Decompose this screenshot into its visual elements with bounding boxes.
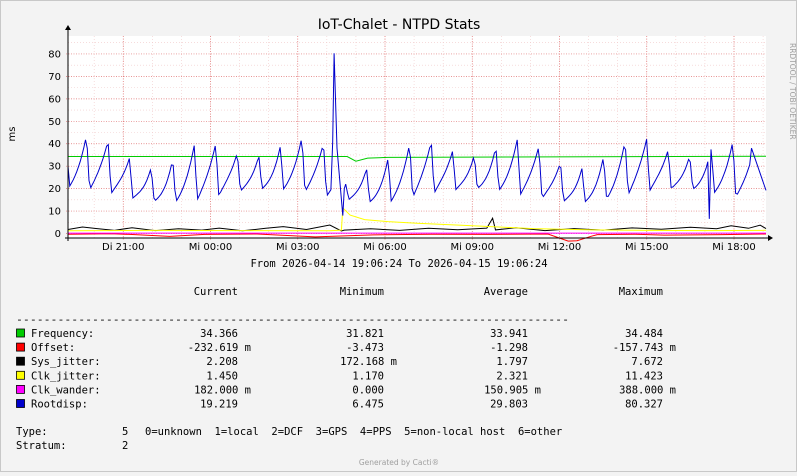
x-tick-label: Di 21:00 xyxy=(102,242,144,253)
legend-minimum-value: 0.000 xyxy=(352,384,384,396)
legend-swatch xyxy=(16,328,25,338)
legend-average-value: 2.321 xyxy=(496,370,528,382)
y-axis-label: ms xyxy=(7,127,18,142)
series-sys_jitter-line xyxy=(67,216,767,232)
x-axis-arrow xyxy=(768,235,773,241)
axes xyxy=(65,25,773,241)
legend-maximum-value: 34.484 xyxy=(625,328,663,340)
legend-swatch xyxy=(16,342,25,352)
x-tick-label: Mi 09:00 xyxy=(451,242,494,253)
legend-minimum-value: 1.170 xyxy=(352,370,384,382)
legend-name: Frequency: xyxy=(31,328,94,340)
legend-swatch xyxy=(16,356,25,366)
x-tick-label: Mi 06:00 xyxy=(363,242,406,253)
legend-maximum-value: 80.327 xyxy=(625,399,663,411)
x-tick-label: Mi 18:00 xyxy=(712,242,755,253)
y-axis-arrow xyxy=(65,25,71,30)
legend-current-value: 1.450 xyxy=(206,370,238,382)
legend-minimum-value: 31.821 xyxy=(346,328,384,340)
legend-name: Clk_jitter: xyxy=(31,370,101,382)
y-tick-label: 40 xyxy=(48,139,61,150)
legend-minimum-value: 6.475 xyxy=(352,399,384,411)
legend-swatch xyxy=(16,399,25,408)
x-tick-label: Mi 15:00 xyxy=(625,242,668,253)
legend-average-value: 33.941 xyxy=(490,328,528,340)
y-tick-label: 70 xyxy=(48,72,61,83)
y-tick-label: 80 xyxy=(48,49,61,60)
legend-maximum-value: 7.672 xyxy=(631,356,663,368)
legend-minimum-value: -3.473 xyxy=(346,342,384,354)
legend-separator: ----------------------------------------… xyxy=(16,314,569,326)
legend-average-value: 29.803 xyxy=(490,399,528,411)
type-label: Type: xyxy=(16,426,48,438)
legend-table: Frequency: 34.366 31.821 33.941 34.484 Offset… xyxy=(16,328,676,411)
legend-name: Clk_wander: xyxy=(31,384,101,396)
rrdtool-watermark: RRDTOOL / TOBI OETIKER xyxy=(788,43,796,140)
legend-maximum-value: 388.000 m xyxy=(619,384,676,396)
y-tick-label: 30 xyxy=(48,162,61,173)
y-tick-label: 60 xyxy=(48,94,61,105)
period-label: From 2026-04-14 19:06:24 To 2026-04-15 1… xyxy=(250,258,547,270)
x-tick-label: Mi 00:00 xyxy=(189,242,232,253)
legend-header-maximum: Maximum xyxy=(619,286,663,298)
stratum-value: 2 xyxy=(122,440,128,452)
x-tick-label: Mi 03:00 xyxy=(276,242,319,253)
y-tick-label: 50 xyxy=(48,117,61,128)
y-tick-labels: 0 10 20 30 40 50 60 70 80 xyxy=(48,49,61,240)
legend-current-value: 34.366 xyxy=(200,328,238,340)
legend-maximum-value: -157.743 m xyxy=(613,342,676,354)
y-tick-label: 10 xyxy=(48,207,61,218)
legend-name: Offset: xyxy=(31,342,75,354)
plot-area xyxy=(68,36,766,238)
legend-swatch xyxy=(16,384,25,394)
series-rootdisp-line xyxy=(67,53,767,219)
legend-average-value: 1.797 xyxy=(496,356,528,368)
legend-header-current: Current xyxy=(194,286,238,298)
series-lines xyxy=(67,53,767,242)
legend-header-average: Average xyxy=(484,286,528,298)
stratum-label: Stratum: xyxy=(16,440,67,452)
y-tick-label: 0 xyxy=(55,229,61,240)
legend-maximum-value: 11.423 xyxy=(625,370,663,382)
chart-title: IoT-Chalet - NTPD Stats xyxy=(318,17,481,33)
series-clk_jitter-line xyxy=(67,206,767,232)
type-value: 5 xyxy=(122,426,128,438)
legend-current-value: 182.000 m xyxy=(194,384,251,396)
legend-swatch xyxy=(16,370,25,380)
series-offset-line xyxy=(67,233,767,242)
legend-current-value: -232.619 m xyxy=(188,342,251,354)
legend-name: Sys_jitter: xyxy=(31,356,101,368)
x-tick-label: Mi 12:00 xyxy=(538,242,581,253)
legend-name: Rootdisp: xyxy=(31,399,88,411)
grid-lines xyxy=(66,36,766,240)
legend-average-value: -1.298 xyxy=(490,342,528,354)
type-codes: 0=unknown 1=local 2=DCF 3=GPS 4=PPS 5=no… xyxy=(145,426,562,438)
legend-header-minimum: Minimum xyxy=(340,286,384,298)
y-tick-label: 20 xyxy=(48,184,61,195)
legend-current-value: 2.208 xyxy=(206,356,238,368)
legend-current-value: 19.219 xyxy=(200,399,238,411)
x-tick-labels: Di 21:00 Mi 00:00 Mi 03:00 Mi 06:00 Mi 09:00… xyxy=(102,242,756,253)
legend-average-value: 150.905 m xyxy=(484,384,541,396)
generated-by-footer: Generated by Cacti® xyxy=(359,458,439,467)
legend-minimum-value: 172.168 m xyxy=(340,356,397,368)
